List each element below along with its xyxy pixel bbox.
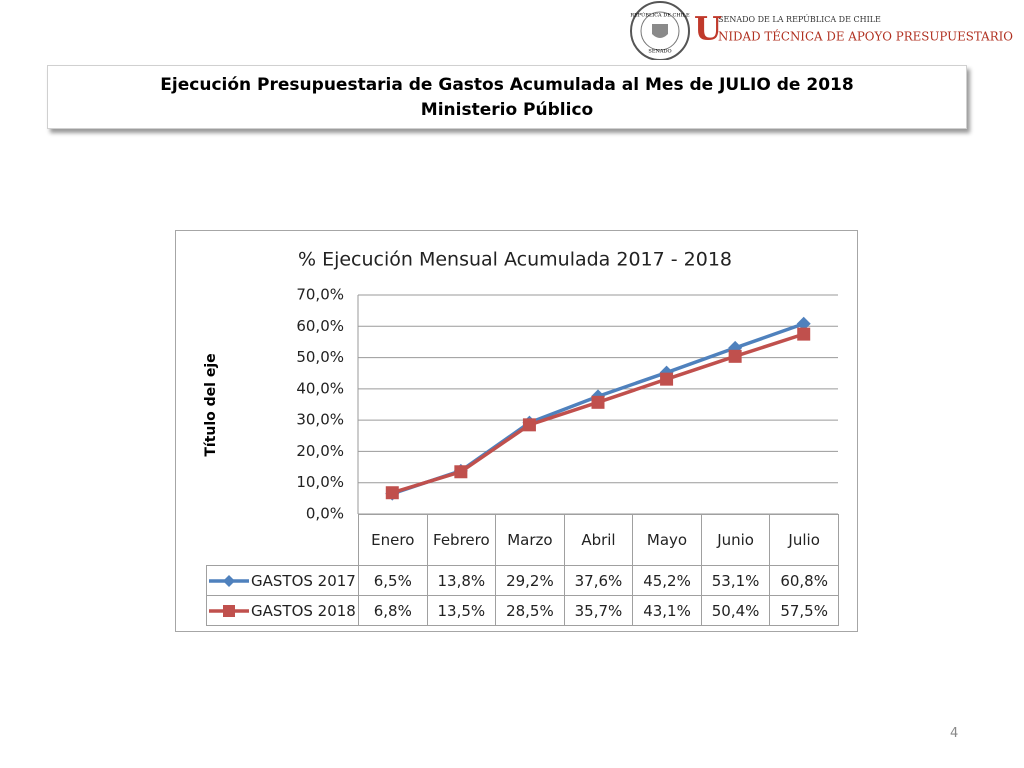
y-tick-label: 10,0% [296, 473, 344, 491]
logo-initial: U [694, 10, 722, 48]
value-label: 43,1% [632, 595, 702, 626]
value-label: 60,8% [769, 565, 839, 596]
y-tick-label: 20,0% [296, 442, 344, 460]
value-label: 6,8% [358, 595, 428, 626]
logo: REPÚBLICA DE CHILE SENADO SENADO DE LA R… [630, 1, 1013, 60]
page-number: 4 [950, 726, 959, 741]
seal-inner [640, 11, 680, 51]
x-tick-label: Abril [563, 514, 634, 566]
value-label: 57,5% [769, 595, 839, 626]
legend-label: GASTOS 2017 [251, 571, 356, 590]
y-tick-label: 70,0% [296, 286, 344, 304]
legend-key [209, 575, 249, 587]
chart-frame [175, 230, 858, 632]
y-tick-label: 30,0% [296, 411, 344, 429]
legend-label: GASTOS 2018 [251, 601, 356, 620]
legend-entry: GASTOS 2017 [206, 565, 359, 596]
y-tick-label: 40,0% [296, 379, 344, 397]
marker [385, 486, 399, 500]
slide-title: Ejecución Presupuestaria de Gastos Acumu… [160, 75, 854, 95]
slide-subtitle: Ministerio Público [420, 100, 594, 120]
x-tick-label: Febrero [426, 514, 497, 566]
marker [223, 575, 235, 587]
value-label: 28,5% [495, 595, 565, 626]
x-tick-label: Junio [700, 514, 771, 566]
value-label: 35,7% [563, 595, 634, 626]
seal-text: SENADO [648, 49, 671, 55]
marker [223, 605, 235, 617]
value-label: 50,4% [700, 595, 771, 626]
y-tick-label: 50,0% [296, 348, 344, 366]
marker [797, 327, 811, 341]
x-tick-label: Marzo [495, 514, 565, 566]
x-tick-label: Julio [769, 514, 839, 566]
value-label: 6,5% [358, 565, 428, 596]
seal-shield [652, 24, 668, 38]
legend-entry: GASTOS 2018 [206, 595, 359, 626]
title-box: Ejecución Presupuestaria de Gastos Acumu… [47, 65, 967, 129]
chart-title: % Ejecución Mensual Acumulada 2017 - 201… [298, 249, 732, 271]
legend-key [209, 605, 249, 617]
value-label: 13,5% [426, 595, 497, 626]
series-row: GASTOS 2017 6,5% 13,8% 29,2% 37,6% 45,2% 53,1%… [206, 565, 839, 596]
marker [660, 372, 674, 386]
marker [591, 395, 605, 409]
marker [454, 465, 468, 479]
marker [728, 349, 742, 363]
marker [522, 418, 536, 432]
marker [796, 316, 811, 331]
blank-cell [206, 514, 359, 566]
logo-small: SENADO DE LA REPÚBLICA DE CHILE [718, 15, 881, 24]
y-tick-label: 60,0% [296, 317, 344, 335]
value-label: 13,8% [426, 565, 497, 596]
value-label: 29,2% [495, 565, 565, 596]
x-tick-label: Mayo [632, 514, 702, 566]
value-label: 53,1% [700, 565, 771, 596]
data-table: Enero Febrero Marzo Abril Mayo Junio Julio GAST… [206, 514, 839, 626]
value-label: 45,2% [632, 565, 702, 596]
value-label: 37,6% [563, 565, 634, 596]
x-tick-label: Enero [358, 514, 428, 566]
header-row: Enero Febrero Marzo Abril Mayo Junio Julio [206, 514, 839, 566]
logo-text: NIDAD TÉCNICA DE APOYO PRESUPUESTARIO [718, 29, 1013, 44]
y-axis-label: Título del eje [203, 353, 219, 456]
seal-text: REPÚBLICA DE CHILE [630, 11, 690, 19]
series-row: GASTOS 2018 6,8% 13,5% 28,5% 35,7% 43,1% 50,4%… [206, 595, 839, 626]
